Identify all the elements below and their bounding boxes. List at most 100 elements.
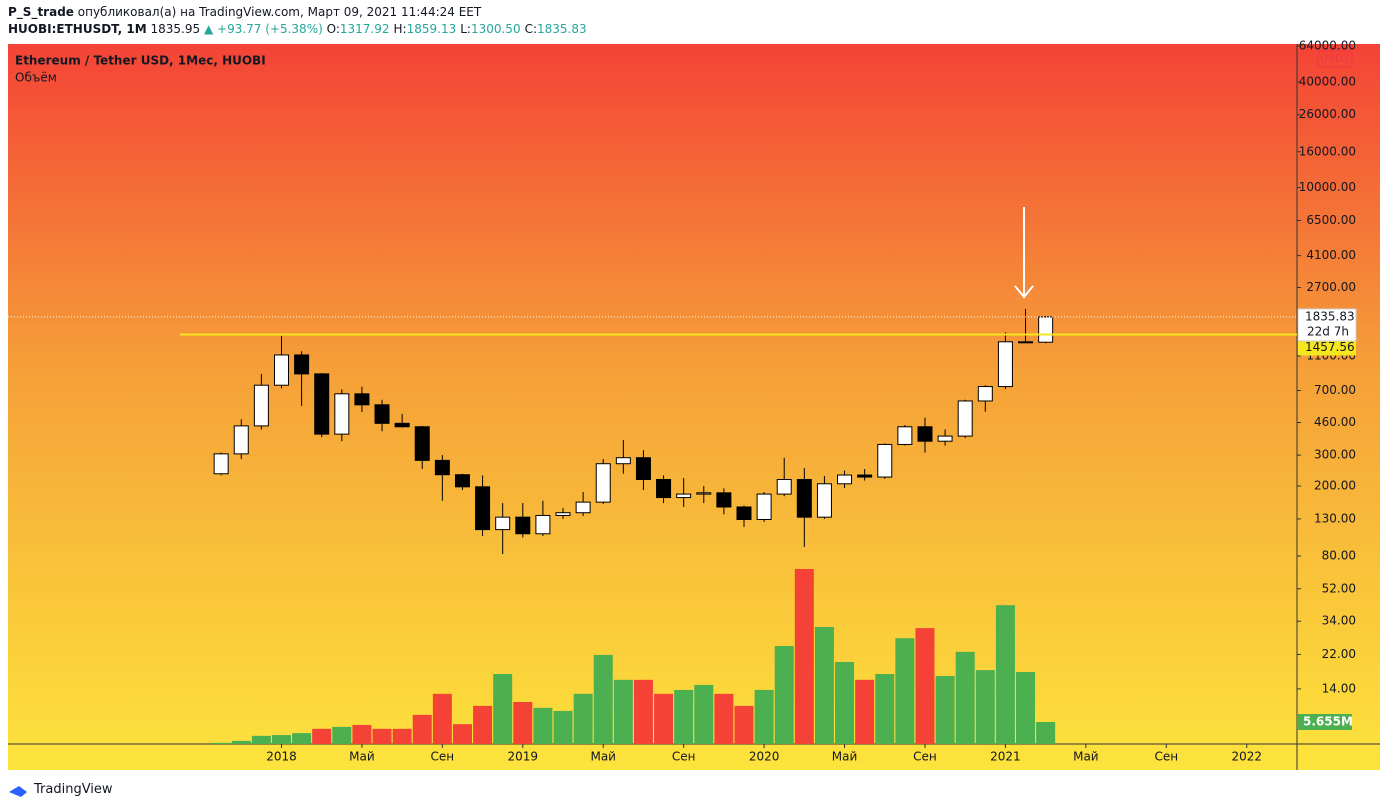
candle-body [977,386,993,402]
candle-body [233,425,249,455]
y-tick-label: 26000.00 [1299,107,1356,121]
y-tick-label: 6500.00 [1306,213,1356,227]
y-tick-label: 14.00 [1322,681,1356,695]
volume-bar [493,674,513,744]
last: 1835.95 [150,22,201,36]
volume-bar [674,689,694,744]
logo [9,786,27,797]
volume-bar [995,605,1015,744]
candle-body [776,478,792,495]
candle-body [535,514,551,535]
volume-label: 5.655M [1303,715,1353,729]
volume-bar [895,638,915,744]
x-tick-label: Сен [672,750,696,764]
volume-bar [312,728,332,744]
x-tick-label: Май [1073,750,1099,764]
volume-bar [814,626,834,744]
candle-body [555,512,571,516]
volume-bar [392,728,412,744]
x-tick-label: 2021 [990,750,1021,764]
x-tick-label: 2022 [1231,750,1262,764]
candle-body [816,483,832,518]
y-tick-label: 200.00 [1314,479,1356,493]
volume-bar [654,693,674,744]
y-tick-label: 80.00 [1322,548,1356,562]
candle-body [656,478,672,499]
candle-body [454,474,470,488]
ohlc-label: H: [393,22,407,36]
candle-body [937,435,953,442]
volume-bar [553,710,573,744]
y-tick-label: 460.00 [1314,415,1356,429]
candle-body [997,341,1013,388]
candle-body [595,463,611,503]
volume-bar [432,693,452,744]
candle-body [213,453,229,475]
volume-bar [1036,722,1056,744]
x-tick-label: Май [590,750,616,764]
volume-bar [1016,672,1036,744]
candle-body [394,422,410,428]
y-tick-label: 34.00 [1322,614,1356,628]
volume-bar [372,728,392,744]
volume-bar [533,707,553,744]
candle-body [756,493,772,520]
x-tick-label: Сен [1154,750,1178,764]
x-tick-label: 2018 [266,750,297,764]
volume-bar [473,705,493,744]
y-tick-label: 22.00 [1322,647,1356,661]
candle-body [354,393,370,406]
volume-bar [734,705,754,744]
volume-bar [211,742,231,744]
candle-body [575,501,591,514]
candle-body [897,426,913,445]
footer: TradingView [34,782,113,797]
x-tick-label: Май [832,750,858,764]
volume-bar [251,735,271,744]
volume-bar [513,702,533,744]
volume-bar [714,693,734,744]
candle-body [334,393,350,435]
countdown: 22d 7h [1307,324,1349,338]
candle-body [716,492,732,508]
plot [8,308,1297,744]
candle-body [635,457,651,480]
candle-body [857,474,873,478]
y-tick-label: 2700.00 [1306,280,1356,294]
volume-bar [835,661,855,744]
ohlc-label: L: [460,22,471,36]
published: опубликовал(а) на TradingView.com, Март … [77,5,482,19]
volume-bar [694,684,714,744]
volume-bar [794,569,814,744]
arrow [1014,207,1034,299]
y-tick-label: 10000.00 [1299,180,1356,194]
candle-body [736,506,752,520]
candle-body [374,404,390,424]
volume-bar [452,724,472,744]
volume-bar [292,733,312,744]
volume-bar [352,724,372,744]
volume-bar [774,646,794,744]
volume-bar [935,675,955,744]
volume-bar [855,679,875,744]
volume-bar [633,679,653,744]
header-line: P_S_trade опубликовал(а) на TradingView.… [8,4,591,21]
candle-body [414,426,430,461]
last-price-box [1297,308,1357,342]
candle-body [837,474,853,485]
x-tick-label: Май [349,750,375,764]
symbol: HUOBI:ETHUSDT, 1M [8,22,147,36]
y-tick-label: 700.00 [1314,383,1356,397]
volume-legend: Объём [15,71,57,85]
candle-body [615,457,631,465]
ohlc-label: O: [326,22,340,36]
volume-label-box [1298,714,1352,731]
y-tick-label: 300.00 [1314,448,1356,462]
candle-body [515,516,531,535]
change: ▲ +93.77 (+5.38%) [203,22,323,36]
y-tick-label: 40000.00 [1299,74,1356,88]
candle-body [877,443,893,478]
y-tick-label: 52.00 [1322,581,1356,595]
candle-body [434,459,450,476]
